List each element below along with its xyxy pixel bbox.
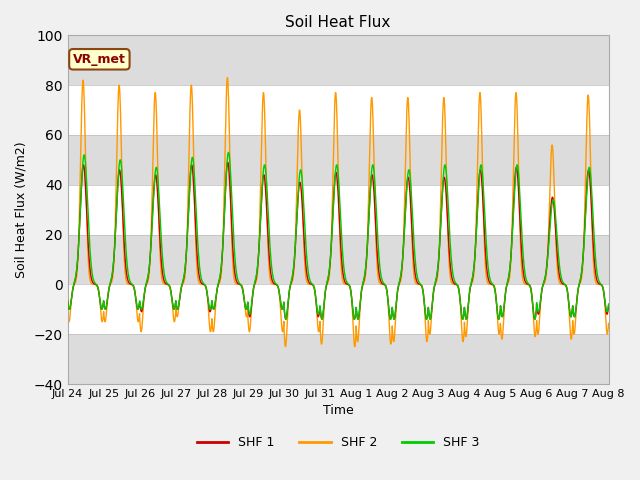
SHF 1 [295, 187, 303, 192]
SHF 3 [536, 301, 544, 307]
SHF 1 [595, 280, 602, 286]
SHF 3 [64, 298, 72, 304]
SHF 3 [157, 238, 165, 243]
SHF 2 [605, 321, 612, 326]
Text: VR_met: VR_met [73, 53, 126, 66]
SHF 1 [422, 316, 430, 322]
SHF 1 [536, 303, 544, 309]
SHF 2 [595, 281, 602, 287]
SHF 2 [536, 309, 544, 314]
SHF 1 [271, 281, 279, 287]
SHF 3 [595, 276, 602, 282]
SHF 2 [295, 118, 303, 124]
SHF 2 [223, 75, 231, 81]
SHF 2 [351, 344, 358, 349]
Legend: SHF 1, SHF 2, SHF 3: SHF 1, SHF 2, SHF 3 [192, 432, 484, 455]
SHF 3 [422, 316, 430, 322]
SHF 3 [125, 276, 133, 282]
Y-axis label: Soil Heat Flux (W/m2): Soil Heat Flux (W/m2) [15, 141, 28, 278]
Line: SHF 2: SHF 2 [68, 78, 609, 347]
Line: SHF 3: SHF 3 [68, 152, 609, 319]
SHF 3 [295, 183, 303, 189]
X-axis label: Time: Time [323, 405, 353, 418]
Bar [68, 334, 609, 384]
SHF 2 [157, 272, 165, 277]
SHF 3 [225, 149, 232, 155]
SHF 3 [605, 301, 612, 307]
Bar [68, 135, 609, 185]
SHF 2 [271, 281, 279, 287]
Bar [68, 235, 609, 284]
SHF 2 [125, 281, 133, 287]
SHF 3 [271, 280, 279, 286]
SHF 1 [64, 298, 72, 304]
SHF 1 [125, 280, 133, 286]
SHF 1 [157, 259, 165, 264]
SHF 1 [224, 159, 232, 165]
Line: SHF 1: SHF 1 [68, 162, 609, 319]
SHF 1 [605, 303, 612, 309]
SHF 2 [64, 309, 72, 314]
Bar [68, 36, 609, 85]
Title: Soil Heat Flux: Soil Heat Flux [285, 15, 391, 30]
